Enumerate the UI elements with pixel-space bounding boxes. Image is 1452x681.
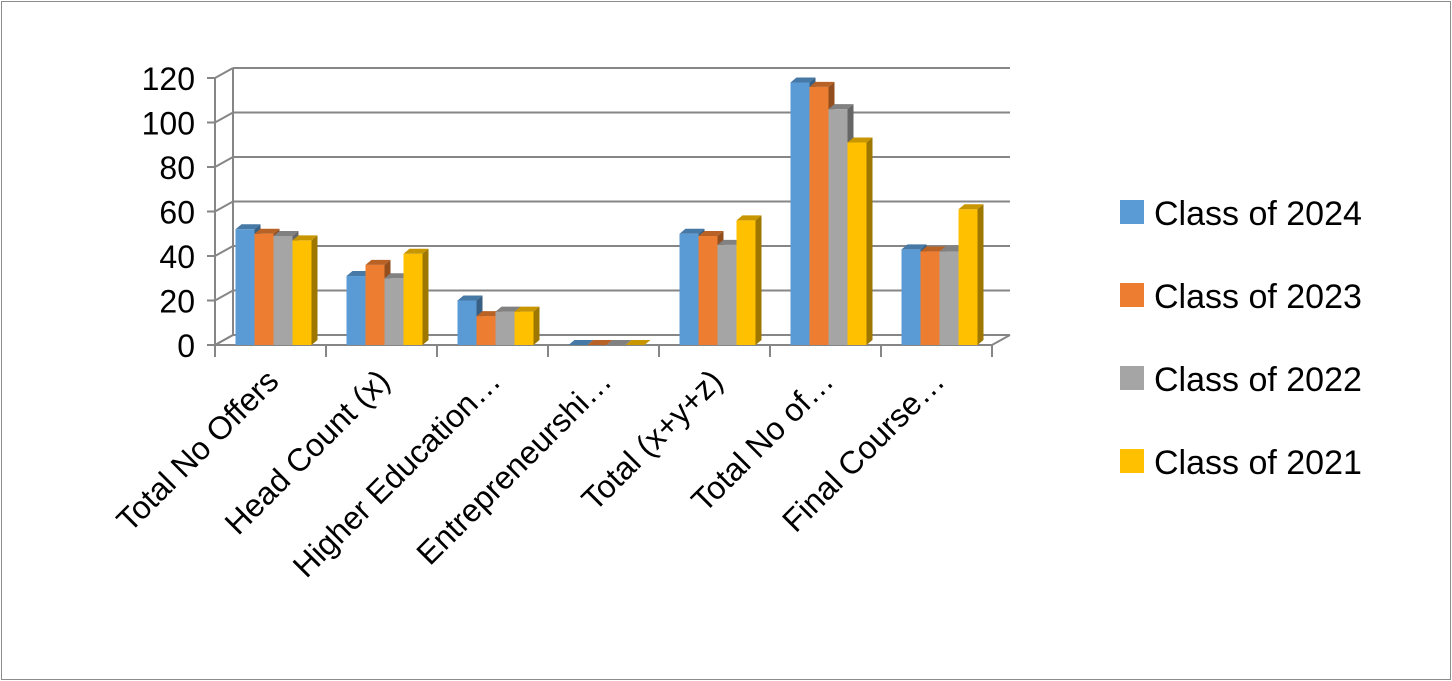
bar-front bbox=[365, 264, 385, 345]
bar-front bbox=[939, 251, 959, 345]
bar-top bbox=[346, 271, 372, 277]
bar-front bbox=[717, 244, 737, 345]
bar-top bbox=[273, 230, 299, 236]
y-tick-label: 80 bbox=[159, 150, 195, 186]
bar-top bbox=[847, 137, 873, 143]
y-tick-label: 100 bbox=[142, 106, 195, 142]
legend: Class of 2024 Class of 2023 Class of 2022 C… bbox=[1120, 195, 1362, 482]
bar-front bbox=[273, 235, 293, 345]
gridline-side bbox=[214, 111, 234, 124]
y-axis: 0 20 40 60 80 100 120 bbox=[142, 61, 215, 364]
bar-front bbox=[736, 220, 756, 345]
bar-front bbox=[457, 300, 477, 345]
chart-walls bbox=[214, 68, 1011, 346]
y-tick-label: 20 bbox=[159, 284, 195, 320]
y-tick-label: 60 bbox=[159, 195, 195, 231]
bar-top bbox=[476, 311, 502, 317]
bar-top bbox=[254, 228, 280, 234]
gridline-side bbox=[214, 200, 234, 213]
gridline-side bbox=[214, 245, 234, 257]
legend-label: Class of 2021 bbox=[1154, 444, 1362, 482]
legend-label: Class of 2024 bbox=[1154, 195, 1362, 233]
legend-swatch bbox=[1120, 366, 1144, 390]
bar-top bbox=[679, 228, 705, 234]
bar-front bbox=[790, 82, 810, 345]
legend-swatch bbox=[1120, 449, 1144, 473]
bar-top bbox=[514, 306, 540, 312]
bar-top bbox=[828, 104, 854, 110]
gridlines bbox=[214, 67, 1010, 346]
bar-top bbox=[920, 246, 946, 252]
bar-top bbox=[717, 239, 743, 245]
bar-front bbox=[235, 229, 255, 345]
bars bbox=[235, 77, 984, 346]
legend-label: Class of 2023 bbox=[1154, 278, 1362, 316]
gridline-side bbox=[214, 156, 234, 168]
bar-side bbox=[977, 204, 984, 345]
bar-top bbox=[901, 244, 927, 250]
bar-front bbox=[254, 233, 274, 345]
bar-front bbox=[958, 209, 978, 345]
bar-front bbox=[679, 233, 699, 345]
bar-front bbox=[346, 276, 366, 345]
bar-top bbox=[809, 81, 835, 87]
legend-swatch bbox=[1120, 200, 1144, 224]
bar-top bbox=[698, 230, 724, 236]
bar-front bbox=[828, 109, 848, 346]
bar-front bbox=[292, 240, 312, 345]
x-category-label: Entrepreneurshi… bbox=[409, 362, 618, 571]
legend-label: Class of 2022 bbox=[1154, 361, 1362, 399]
bar-front bbox=[403, 253, 423, 345]
bar-top bbox=[736, 215, 762, 221]
bar-top bbox=[292, 235, 318, 241]
x-category-label: Higher Education… bbox=[286, 362, 508, 584]
bar-top bbox=[457, 295, 483, 301]
bar-top bbox=[958, 204, 984, 210]
bar-top bbox=[568, 340, 594, 345]
legend-swatch bbox=[1120, 283, 1144, 307]
bar-front bbox=[847, 142, 867, 345]
floor-right-edge bbox=[991, 334, 1011, 346]
bar-top bbox=[587, 340, 613, 345]
bar-front bbox=[495, 311, 515, 345]
bar-top bbox=[625, 340, 651, 345]
bar-top bbox=[495, 306, 521, 312]
bar-side bbox=[533, 306, 540, 345]
bar-front bbox=[920, 251, 940, 345]
bar-top bbox=[606, 340, 632, 345]
bar-side bbox=[755, 215, 762, 345]
bar-front bbox=[698, 235, 718, 345]
gridline-side bbox=[214, 334, 234, 346]
gridline-side bbox=[214, 289, 234, 302]
bar-side bbox=[311, 235, 318, 345]
bar-top bbox=[790, 77, 816, 83]
bar-top bbox=[403, 248, 429, 254]
gridline-side bbox=[214, 67, 234, 79]
bar-front bbox=[476, 316, 496, 345]
y-tick-label: 120 bbox=[142, 61, 195, 97]
bar-side bbox=[866, 137, 873, 345]
bar-front bbox=[384, 278, 404, 345]
bar-top bbox=[939, 246, 965, 252]
bar-side bbox=[422, 248, 429, 345]
bar-front bbox=[514, 311, 534, 345]
y-tick-label: 40 bbox=[159, 239, 195, 275]
bar-top bbox=[384, 273, 410, 279]
bar-front bbox=[901, 249, 921, 345]
y-tick-label: 0 bbox=[177, 328, 195, 364]
bar-front bbox=[809, 86, 829, 346]
bar-top bbox=[235, 224, 261, 230]
bar-top bbox=[365, 259, 391, 265]
